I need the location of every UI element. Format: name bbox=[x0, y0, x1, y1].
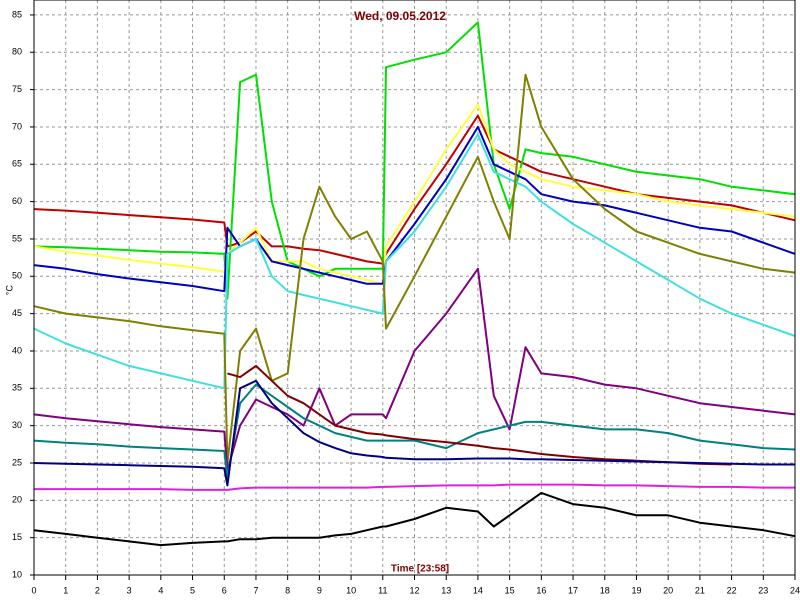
x-tick-label: 2 bbox=[95, 585, 100, 595]
x-tick-label: 9 bbox=[317, 585, 322, 595]
x-tick-label: 13 bbox=[441, 585, 451, 595]
x-axis-label: Time [23:58] bbox=[391, 564, 449, 575]
x-tick-label: 24 bbox=[790, 585, 800, 595]
series-line bbox=[33, 103, 796, 285]
x-tick-label: 18 bbox=[600, 585, 610, 595]
lines bbox=[33, 21, 796, 547]
y-tick-label: 70 bbox=[12, 121, 22, 131]
series-line bbox=[33, 133, 796, 390]
x-tick-label: 5 bbox=[190, 585, 195, 595]
y-tick-label: 30 bbox=[12, 420, 22, 430]
series-line bbox=[33, 267, 796, 472]
series-line bbox=[33, 379, 795, 487]
x-tick-label: 19 bbox=[631, 585, 641, 595]
series-line bbox=[33, 125, 796, 293]
series-line bbox=[33, 114, 796, 265]
series-line bbox=[33, 383, 796, 479]
x-tick-label: 21 bbox=[695, 585, 705, 595]
x-tick-label: 6 bbox=[222, 585, 227, 595]
chart-title: Wed, 09.05.2012 bbox=[354, 9, 446, 23]
series-line bbox=[33, 21, 796, 300]
y-tick-label: 65 bbox=[12, 159, 22, 169]
x-tick-label: 20 bbox=[663, 585, 673, 595]
x-tick-label: 23 bbox=[758, 585, 768, 595]
y-tick-label: 85 bbox=[12, 9, 22, 19]
y-tick-label: 50 bbox=[12, 271, 22, 281]
x-tick-label: 16 bbox=[536, 585, 546, 595]
y-tick-label: 35 bbox=[12, 383, 22, 393]
y-tick-label: 45 bbox=[12, 308, 22, 318]
y-axis-label: °C bbox=[4, 284, 14, 295]
y-tick-label: 25 bbox=[12, 457, 22, 467]
y-tick-label: 55 bbox=[12, 233, 22, 243]
x-tick-label: 12 bbox=[409, 585, 419, 595]
x-tick-label: 11 bbox=[378, 585, 387, 595]
y-tick-label: 40 bbox=[12, 345, 22, 355]
series-line bbox=[33, 491, 796, 547]
series-line bbox=[227, 364, 732, 466]
x-tick-label: 1 bbox=[63, 585, 68, 595]
x-tick-label: 8 bbox=[285, 585, 290, 595]
x-tick-label: 17 bbox=[568, 585, 578, 595]
y-tick-label: 60 bbox=[12, 196, 22, 206]
y-tick-label: 10 bbox=[12, 569, 22, 579]
x-tick-label: 15 bbox=[505, 585, 515, 595]
y-tick-label: 20 bbox=[12, 495, 22, 505]
x-tick-label: 3 bbox=[127, 585, 132, 595]
y-tick-label: 15 bbox=[12, 532, 22, 542]
x-tick-label: 7 bbox=[253, 585, 258, 595]
x-tick-label: 22 bbox=[727, 585, 737, 595]
x-tick-label: 0 bbox=[31, 585, 36, 595]
y-tick-label: 80 bbox=[12, 47, 22, 57]
x-tick-label: 4 bbox=[158, 585, 163, 595]
x-tick-label: 14 bbox=[473, 585, 483, 595]
y-tick-label: 75 bbox=[12, 84, 22, 94]
x-tick-label: 10 bbox=[346, 585, 356, 595]
series-line bbox=[33, 73, 796, 464]
series-line bbox=[34, 483, 795, 491]
